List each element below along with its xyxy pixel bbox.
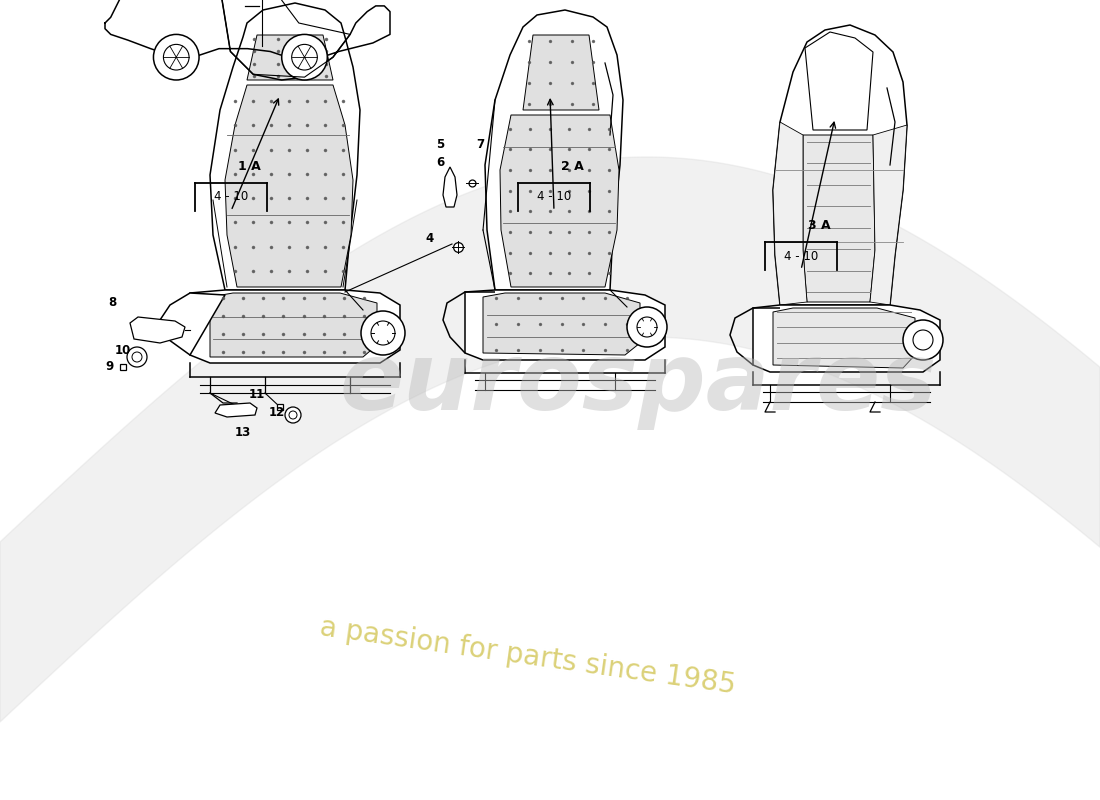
Circle shape <box>913 330 933 350</box>
Text: 4 - 10: 4 - 10 <box>537 190 571 203</box>
Polygon shape <box>803 135 874 302</box>
Text: eurospares: eurospares <box>339 338 937 430</box>
Polygon shape <box>754 305 940 372</box>
Text: 9: 9 <box>106 361 114 374</box>
Text: 2 A: 2 A <box>561 160 583 173</box>
Polygon shape <box>805 32 873 130</box>
Circle shape <box>282 34 328 80</box>
Circle shape <box>292 44 317 70</box>
Polygon shape <box>483 293 640 355</box>
Text: 5: 5 <box>436 138 444 151</box>
Polygon shape <box>214 403 257 417</box>
Circle shape <box>361 311 405 355</box>
Polygon shape <box>773 122 807 305</box>
Polygon shape <box>870 125 907 305</box>
Text: 10: 10 <box>114 343 131 357</box>
Text: 13: 13 <box>235 426 251 439</box>
Circle shape <box>132 352 142 362</box>
Polygon shape <box>522 35 600 110</box>
Polygon shape <box>500 115 619 287</box>
Circle shape <box>285 407 301 423</box>
Text: 12: 12 <box>268 406 285 419</box>
Text: 11: 11 <box>249 389 265 402</box>
Polygon shape <box>210 3 360 290</box>
Text: 8: 8 <box>108 297 117 310</box>
Polygon shape <box>773 308 915 368</box>
Polygon shape <box>248 35 333 80</box>
Polygon shape <box>160 293 226 355</box>
Circle shape <box>126 347 147 367</box>
Polygon shape <box>465 290 666 360</box>
Circle shape <box>903 320 943 360</box>
Polygon shape <box>130 317 185 343</box>
Circle shape <box>637 317 657 337</box>
Text: 7: 7 <box>476 138 484 151</box>
Circle shape <box>627 307 667 347</box>
Polygon shape <box>485 10 623 290</box>
Text: 4: 4 <box>426 233 434 246</box>
Circle shape <box>371 321 395 345</box>
Text: 4 - 10: 4 - 10 <box>784 250 818 262</box>
Polygon shape <box>210 293 377 357</box>
Circle shape <box>153 34 199 80</box>
Polygon shape <box>226 85 353 287</box>
Text: a passion for parts since 1985: a passion for parts since 1985 <box>318 613 738 699</box>
Polygon shape <box>443 167 456 207</box>
Circle shape <box>289 411 297 419</box>
Polygon shape <box>773 25 908 305</box>
Text: 4 - 10: 4 - 10 <box>213 190 249 203</box>
Text: 3 A: 3 A <box>807 219 830 232</box>
Text: 1 A: 1 A <box>238 160 261 173</box>
Polygon shape <box>190 290 400 363</box>
Text: 6: 6 <box>436 157 444 170</box>
Circle shape <box>164 44 189 70</box>
